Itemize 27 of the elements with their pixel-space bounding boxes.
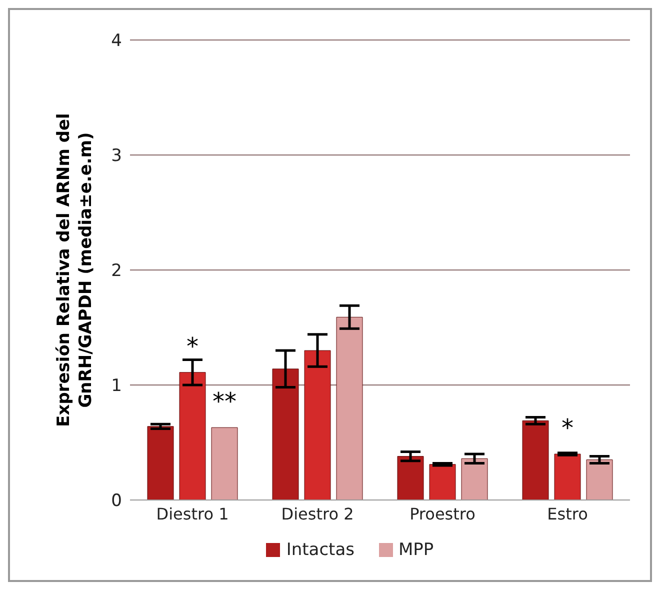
y-tick-label: 0 [111, 491, 122, 512]
y-tick-label: 3 [111, 146, 122, 166]
bar [554, 454, 581, 500]
x-tick-label: Diestro 1 [156, 504, 229, 524]
bar [272, 368, 299, 500]
y-tick-label: 1 [111, 376, 122, 396]
y-axis-title: Expresión Relativa del ARNm del GnRH/GAPDH (media±e.e.m) [54, 113, 96, 427]
bar [304, 350, 331, 500]
bar [211, 427, 238, 500]
x-tick-label: Diestro 2 [281, 504, 354, 524]
y-tick-label: 4 [111, 31, 122, 52]
y-tick-label: 2 [111, 261, 122, 282]
data-label: ** [212, 388, 236, 416]
legend-label: MPP [398, 540, 434, 560]
x-tick-label: Proestro [410, 504, 476, 524]
data-label: * [186, 332, 198, 360]
bar [461, 458, 488, 500]
bar [522, 420, 549, 500]
x-tick-label: Estro [547, 504, 588, 524]
data-label: * [562, 414, 574, 442]
bar [586, 460, 613, 500]
bar [397, 456, 424, 500]
bar [336, 316, 363, 500]
bar [429, 464, 456, 500]
bar [147, 426, 174, 500]
legend-label: Intactas [285, 540, 354, 560]
bar [179, 372, 206, 500]
